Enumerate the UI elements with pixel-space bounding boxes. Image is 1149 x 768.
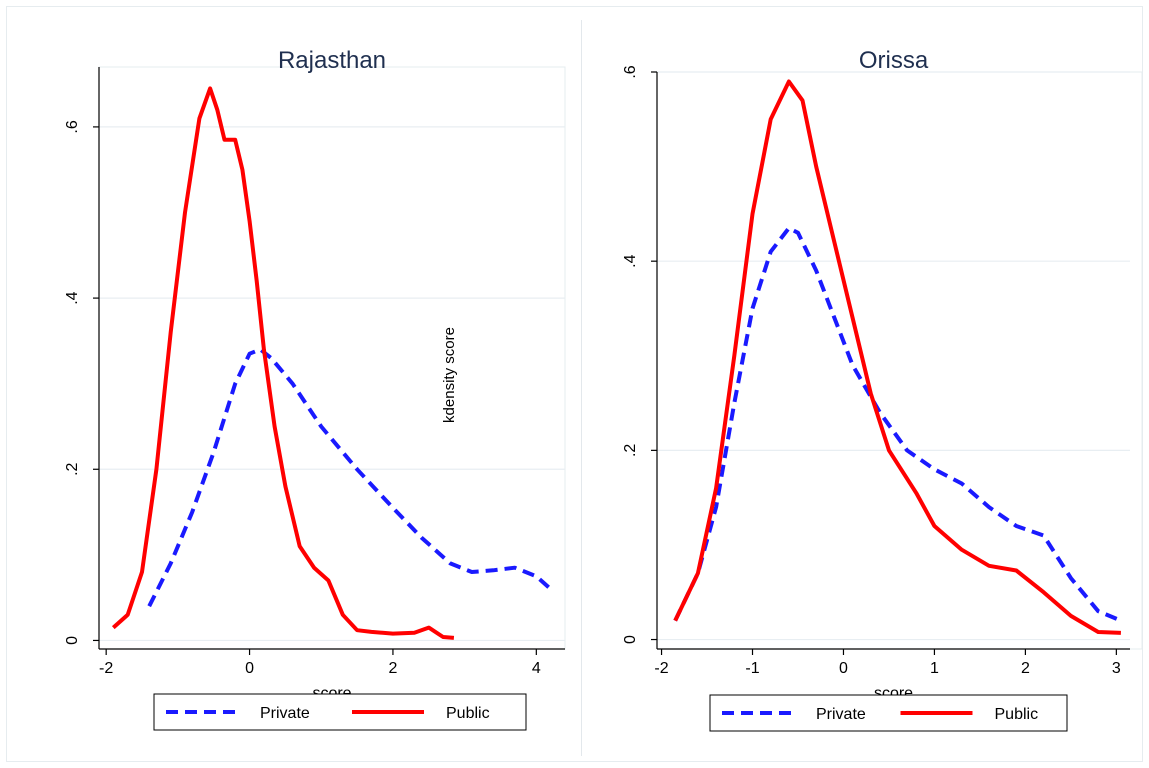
series-group — [111, 86, 553, 640]
axes — [656, 72, 1130, 650]
x-tick-label: 2 — [1021, 660, 1030, 677]
series-line-private — [147, 347, 553, 608]
x-ticks: -2 -1 0 1 2 3 — [654, 649, 1121, 677]
chart-title: Rajasthan — [278, 47, 386, 74]
grid — [657, 71, 1130, 641]
legend-label-public: Public — [446, 705, 490, 722]
annotation-kdensity-score: kdensity score — [441, 327, 458, 423]
x-tick-label: 1 — [930, 660, 939, 677]
x-tick-label: -2 — [654, 660, 668, 677]
y-tick-label: .4 — [64, 291, 81, 304]
y-tick-label: .6 — [622, 65, 639, 78]
chart-title: Orissa — [859, 47, 929, 74]
x-tick-label: 3 — [1112, 660, 1121, 677]
plot-region — [656, 71, 1142, 650]
x-tick-label: -1 — [745, 660, 759, 677]
y-ticks: 0 .2 .4 .6 — [622, 65, 657, 644]
x-tick-label: 0 — [245, 660, 254, 677]
y-tick-label: 0 — [622, 635, 639, 644]
x-tick-label: 0 — [839, 660, 848, 677]
chart-panel-orissa: Orissa -2 -1 0 1 2 3 0.2.4.6 score Private Pu… — [622, 47, 1142, 732]
legend-label-public: Public — [995, 706, 1039, 723]
panel-divider — [581, 20, 582, 756]
axes — [98, 67, 565, 650]
y-tick-label: 0 — [64, 636, 81, 645]
legend: Private Public — [709, 694, 1068, 732]
series-line-private — [673, 226, 1122, 623]
y-ticks: 0 .2 .4 .6 — [64, 120, 99, 645]
legend: Private Public — [153, 693, 527, 731]
y-tick-label: .6 — [64, 120, 81, 133]
x-tick-label: -2 — [99, 660, 113, 677]
legend-label-private: Private — [260, 705, 310, 722]
y-tick-label: .2 — [64, 462, 81, 475]
series-line-public — [111, 86, 455, 640]
series-group — [673, 79, 1122, 635]
x-tick-label: 2 — [388, 660, 397, 677]
x-tick-label: 4 — [532, 660, 541, 677]
legend-label-private: Private — [816, 706, 866, 723]
y-tick-label: .4 — [622, 254, 639, 267]
y-tick-label: .2 — [622, 444, 639, 457]
series-line-public — [673, 79, 1121, 635]
x-ticks: -2 0 2 4 — [99, 649, 541, 677]
